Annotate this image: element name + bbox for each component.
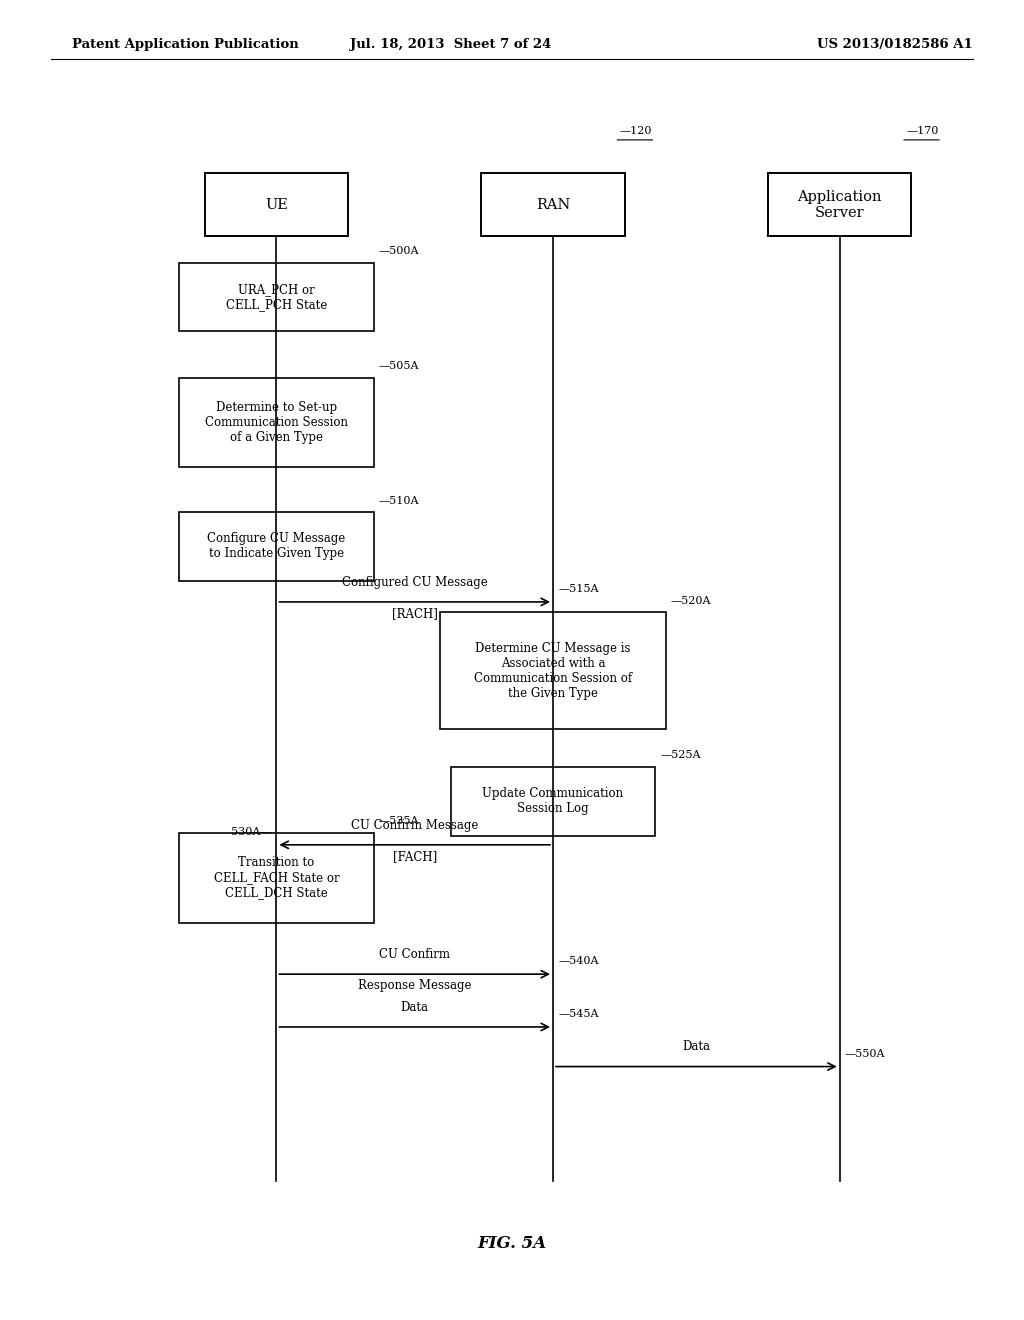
Text: [RACH]: [RACH] [392,607,437,620]
Text: —525A: —525A [660,750,701,760]
Text: —500A: —500A [379,246,420,256]
Bar [451,767,655,836]
Text: Patent Application Publication: Patent Application Publication [72,38,298,51]
Text: —515A: —515A [558,583,599,594]
Text: Response Message: Response Message [358,979,471,993]
Text: —505A: —505A [379,360,420,371]
Text: Jul. 18, 2013  Sheet 7 of 24: Jul. 18, 2013 Sheet 7 of 24 [350,38,551,51]
Bar [481,173,625,236]
Bar [205,173,348,236]
Text: US 2013/0182586 A1: US 2013/0182586 A1 [817,38,973,51]
Text: Data: Data [682,1040,711,1053]
Text: —520A: —520A [671,595,712,606]
Text: CU Confirm: CU Confirm [379,948,451,961]
Bar [179,378,374,467]
Text: [FACH]: [FACH] [392,850,437,863]
Text: Transition to
CELL_FACH State or
CELL_DCH State: Transition to CELL_FACH State or CELL_DC… [214,857,339,899]
Text: Determine CU Message is
Associated with a
Communication Session of
the Given Typ: Determine CU Message is Associated with … [474,642,632,700]
Bar [179,833,374,923]
Text: Configure CU Message
to Indicate Given Type: Configure CU Message to Indicate Given T… [207,532,346,561]
Text: CU Confirm Message: CU Confirm Message [351,818,478,832]
Text: FIG. 5A: FIG. 5A [477,1236,547,1251]
Bar [768,173,911,236]
Bar [440,612,666,729]
Text: Application
Server: Application Server [798,190,882,219]
Text: Configured CU Message: Configured CU Message [342,576,487,589]
Text: Update Communication
Session Log: Update Communication Session Log [482,787,624,816]
Text: 530A—: 530A— [230,826,271,837]
Text: —510A: —510A [379,495,420,506]
Text: —120: —120 [620,125,652,136]
Text: —170: —170 [906,125,939,136]
Text: UE: UE [265,198,288,211]
Text: Determine to Set-up
Communication Session
of a Given Type: Determine to Set-up Communication Sessio… [205,401,348,444]
Text: RAN: RAN [536,198,570,211]
Text: —540A: —540A [558,956,599,966]
Text: Data: Data [400,1001,429,1014]
Bar [179,263,374,331]
Text: —545A: —545A [558,1008,599,1019]
Bar [179,512,374,581]
Text: —550A: —550A [845,1048,886,1059]
Text: —535A: —535A [379,816,420,826]
Text: URA_PCH or
CELL_PCH State: URA_PCH or CELL_PCH State [226,282,327,312]
